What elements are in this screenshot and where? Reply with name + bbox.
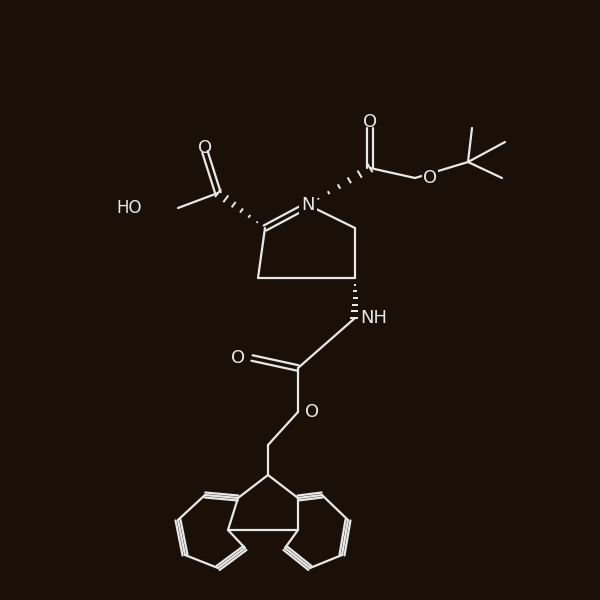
Text: O: O xyxy=(363,113,377,131)
Text: HO: HO xyxy=(116,199,142,217)
Text: NH: NH xyxy=(360,309,387,327)
Text: O: O xyxy=(305,403,319,421)
Text: O: O xyxy=(198,139,212,157)
Text: N: N xyxy=(301,196,315,214)
Text: O: O xyxy=(423,169,437,187)
Text: O: O xyxy=(231,349,245,367)
